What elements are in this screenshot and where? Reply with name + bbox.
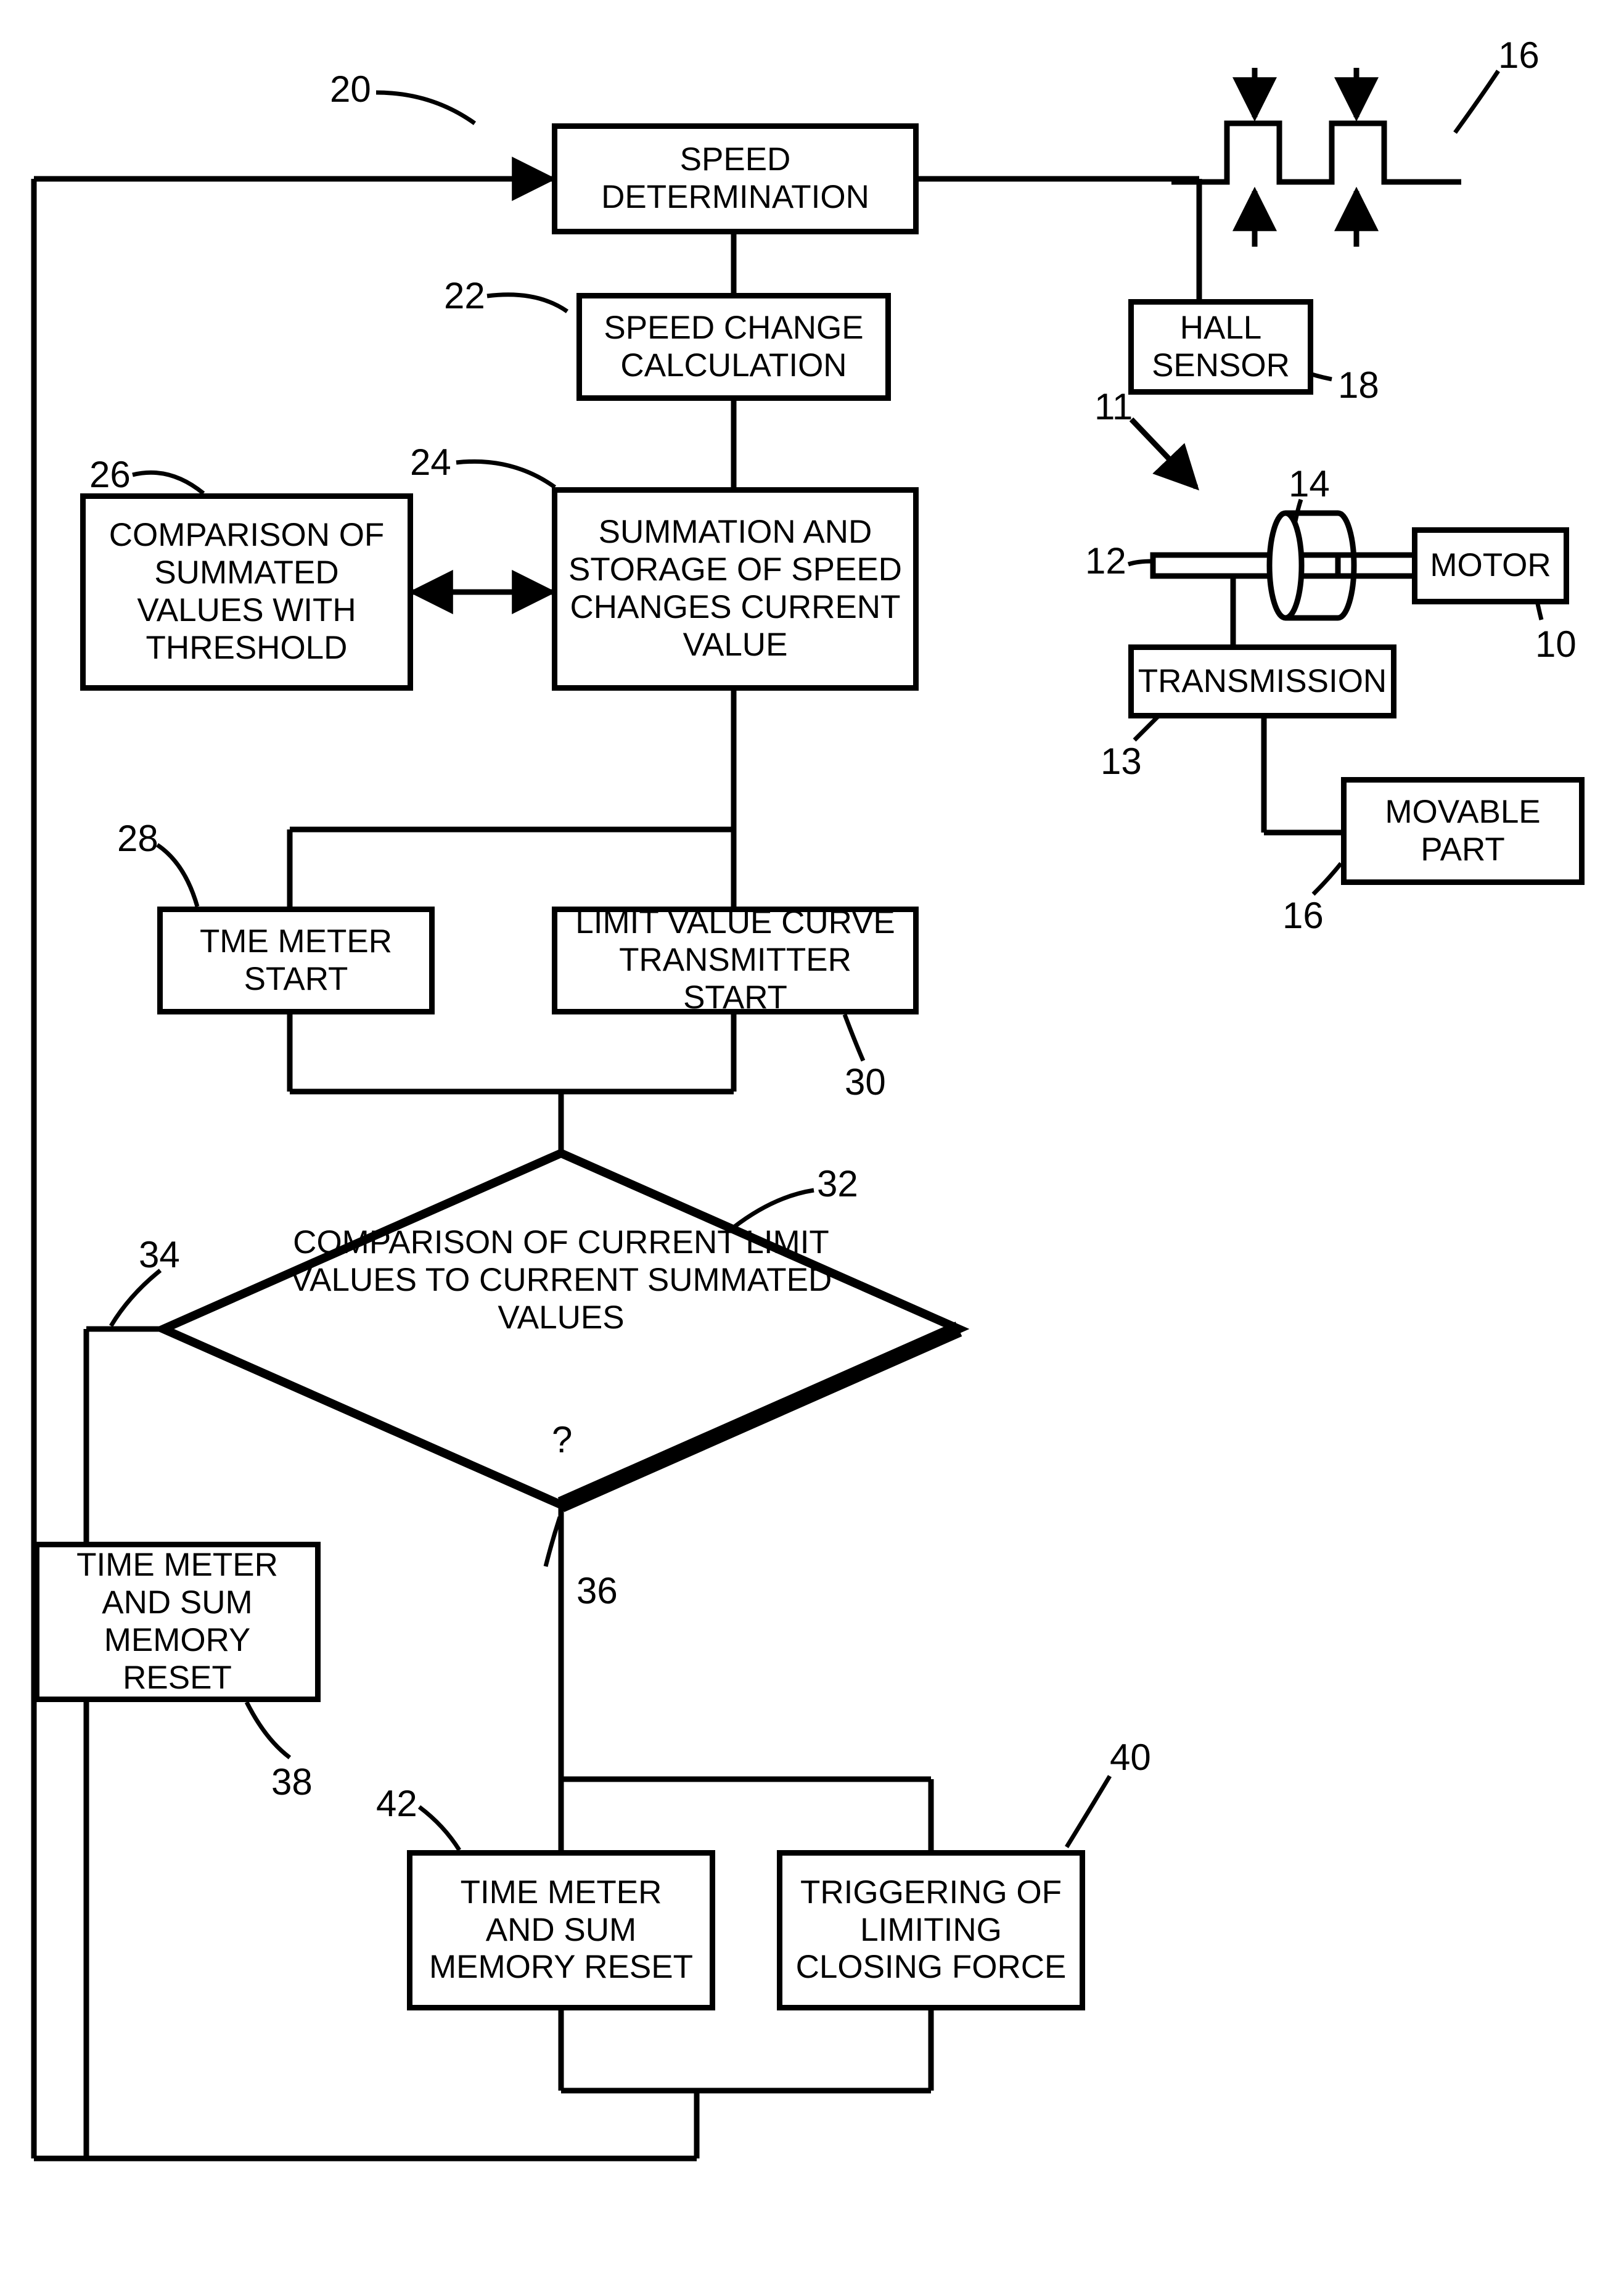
ref-10: 10 [1535, 623, 1577, 665]
ref-16a: 16 [1282, 894, 1324, 937]
ref-13: 13 [1101, 740, 1142, 783]
node-label: TRIGGERING OF LIMITING CLOSING FORCE [794, 1874, 1068, 1987]
transmission-box: TRANSMISSION [1128, 644, 1396, 718]
ref-26: 26 [89, 453, 131, 496]
node-label: MOVABLE PART [1358, 794, 1568, 869]
ref-30: 30 [845, 1061, 886, 1103]
ref-22: 22 [444, 274, 485, 317]
ref-34: 34 [139, 1233, 180, 1276]
trigger-closing-force-box: TRIGGERING OF LIMITING CLOSING FORCE [777, 1850, 1085, 2010]
comparison-threshold-box: COMPARISON OF SUMMATED VALUES WITH THRES… [80, 493, 413, 691]
ref-24: 24 [410, 441, 451, 483]
hall-sensor-box: HALL SENSOR [1128, 299, 1313, 395]
ref-32: 32 [817, 1162, 858, 1205]
ref-28: 28 [117, 817, 158, 860]
movable-part-box: MOVABLE PART [1341, 777, 1585, 885]
ref-16b: 16 [1498, 34, 1540, 76]
speed-change-calc-box: SPEED CHANGE CALCULATION [576, 293, 891, 401]
node-label: COMPARISON OF SUMMATED VALUES WITH THRES… [97, 517, 396, 667]
node-label: MOTOR [1430, 547, 1551, 585]
node-label: LIMIT VALUE CURVE TRANSMITTER START [568, 904, 902, 1017]
ref-40: 40 [1110, 1736, 1151, 1779]
ref-11: 11 [1094, 385, 1133, 428]
node-label: SPEED DETERMINATION [568, 141, 902, 216]
reset-38-box: TIME METER AND SUM MEMORY RESET [34, 1542, 321, 1702]
reset-42-box: TIME METER AND SUM MEMORY RESET [407, 1850, 715, 2010]
node-label: SUMMATION AND STORAGE OF SPEED CHANGES C… [568, 514, 902, 664]
ref-42: 42 [376, 1782, 417, 1825]
summation-storage-box: SUMMATION AND STORAGE OF SPEED CHANGES C… [552, 487, 919, 691]
decision-text: COMPARISON OF CURRENT LIMIT VALUES TO CU… [290, 1224, 832, 1337]
limit-curve-start-box: LIMIT VALUE CURVE TRANSMITTER START [552, 907, 919, 1014]
ref-14: 14 [1289, 463, 1330, 505]
node-label: HALL SENSOR [1145, 310, 1297, 385]
ref-20: 20 [330, 68, 371, 110]
motor-box: MOTOR [1412, 527, 1569, 604]
node-label: TIME METER AND SUM MEMORY RESET [51, 1547, 304, 1697]
node-label: TME METER START [174, 923, 418, 998]
speed-determination-box: SPEED DETERMINATION [552, 123, 919, 234]
time-meter-start-box: TME METER START [157, 907, 435, 1014]
node-label: TIME METER AND SUM MEMORY RESET [424, 1874, 699, 1987]
ref-38: 38 [271, 1761, 313, 1803]
node-label: TRANSMISSION [1138, 663, 1387, 701]
ref-36: 36 [576, 1569, 618, 1612]
node-label: SPEED CHANGE CALCULATION [593, 310, 874, 385]
ref-18: 18 [1338, 364, 1379, 406]
ref-12: 12 [1085, 540, 1126, 582]
node-label: COMPARISON OF CURRENT LIMIT VALUES TO CU… [290, 1224, 832, 1336]
decision-question-mark: ? [552, 1418, 572, 1461]
